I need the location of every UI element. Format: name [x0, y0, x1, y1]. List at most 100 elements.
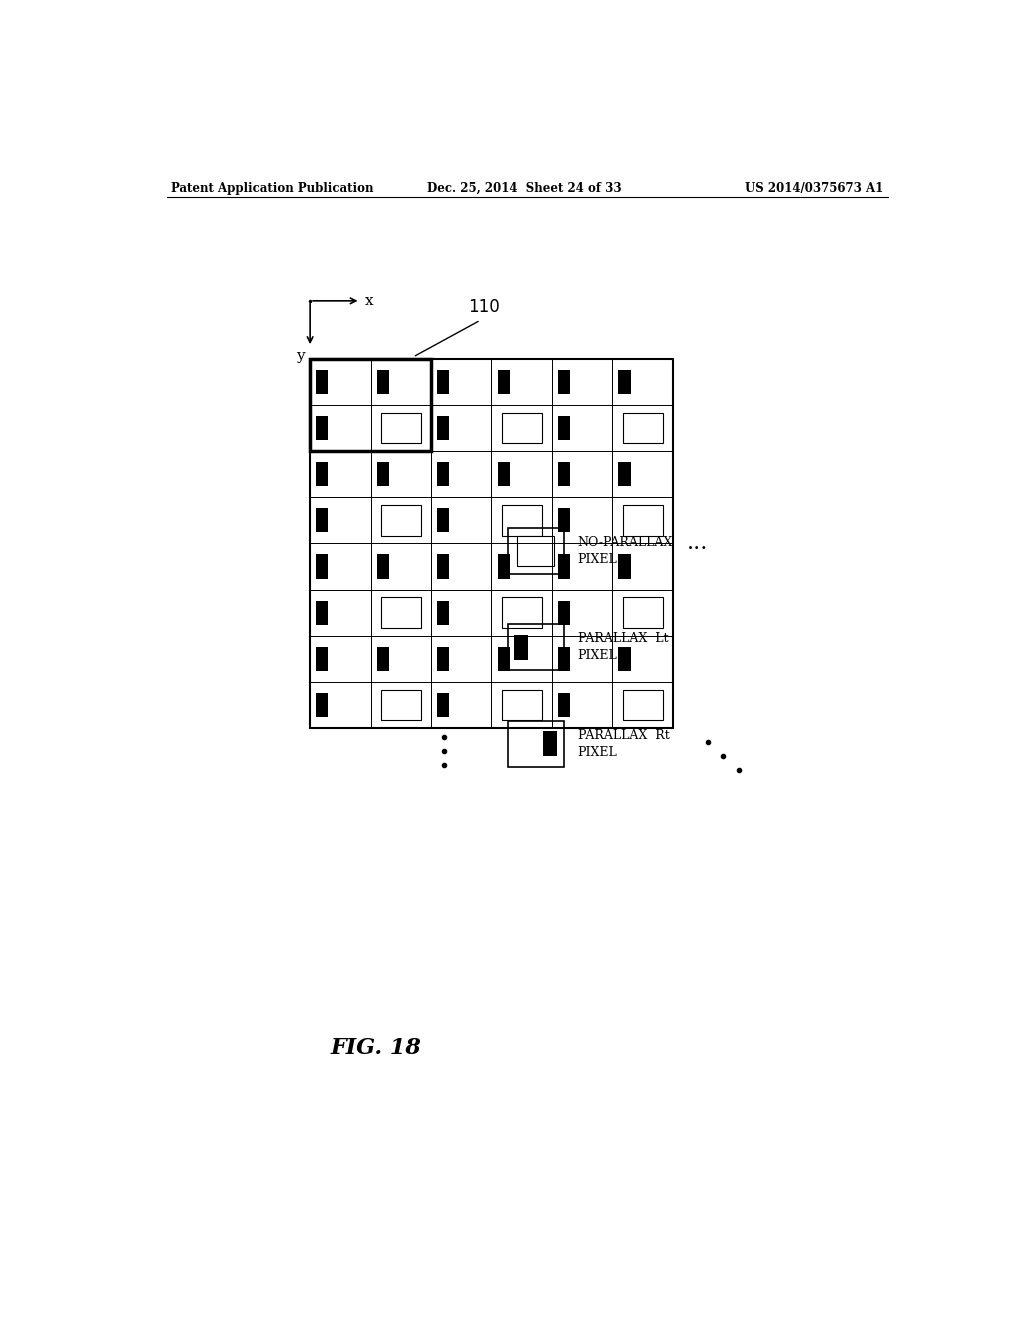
Bar [502, 506, 542, 536]
Bar [623, 690, 663, 721]
Bar [310, 544, 371, 590]
Bar [371, 636, 431, 682]
Bar [310, 359, 673, 729]
Bar [552, 498, 612, 544]
Bar [316, 601, 329, 624]
Bar [612, 451, 673, 498]
Bar [310, 359, 431, 451]
Bar [431, 682, 492, 729]
Bar [381, 506, 421, 536]
Bar [316, 554, 329, 578]
Bar [431, 405, 492, 451]
Bar [502, 413, 542, 444]
Bar [508, 528, 563, 574]
Text: NO-PARALLAX
PIXEL: NO-PARALLAX PIXEL [578, 536, 673, 566]
Bar [552, 590, 612, 636]
Bar [492, 636, 552, 682]
Bar [310, 590, 371, 636]
Bar [492, 405, 552, 451]
Bar [508, 624, 563, 671]
Bar [623, 506, 663, 536]
Bar [552, 544, 612, 590]
Bar [431, 636, 492, 682]
Text: Patent Application Publication: Patent Application Publication [171, 182, 373, 194]
Bar [431, 405, 492, 451]
Bar [437, 416, 450, 440]
Bar [492, 359, 552, 405]
Bar [371, 405, 431, 451]
Bar [377, 647, 389, 671]
Text: Dec. 25, 2014  Sheet 24 of 33: Dec. 25, 2014 Sheet 24 of 33 [427, 182, 623, 194]
Bar [552, 636, 612, 682]
Bar [618, 370, 631, 393]
Bar [431, 544, 492, 590]
Bar [381, 690, 421, 721]
Bar [508, 528, 563, 574]
Bar [371, 498, 431, 544]
Bar [431, 359, 492, 405]
Bar [381, 413, 421, 444]
Bar [492, 544, 552, 590]
Bar [431, 451, 492, 498]
Bar [431, 590, 492, 636]
Bar [437, 370, 450, 393]
Bar [612, 359, 673, 405]
Text: PARALLAX  Rt
PIXEL: PARALLAX Rt PIXEL [578, 729, 670, 759]
Bar [437, 693, 450, 717]
Bar [498, 647, 510, 671]
Bar [612, 682, 673, 729]
Text: y: y [296, 350, 305, 363]
Bar [381, 598, 421, 628]
Bar [310, 544, 371, 590]
Bar [612, 498, 673, 544]
Bar [310, 590, 371, 636]
Bar [612, 590, 673, 636]
Bar [552, 405, 612, 451]
Bar [371, 544, 431, 590]
Bar [618, 462, 631, 486]
Bar [310, 636, 371, 682]
Bar [612, 636, 673, 682]
Bar [508, 721, 563, 767]
Bar [431, 451, 492, 498]
Bar [558, 370, 570, 393]
Text: ...: ... [687, 532, 709, 554]
Bar [316, 693, 329, 717]
Text: x: x [365, 294, 373, 308]
Bar [437, 508, 450, 532]
Bar [498, 462, 510, 486]
Bar [431, 498, 492, 544]
Bar [371, 682, 431, 729]
Bar [431, 590, 492, 636]
Bar [492, 544, 552, 590]
Bar [492, 682, 552, 729]
Bar [310, 451, 371, 498]
Text: 110: 110 [469, 298, 501, 317]
Bar [310, 498, 371, 544]
Bar [310, 451, 371, 498]
Bar [612, 405, 673, 451]
Bar [612, 498, 673, 544]
Bar [492, 359, 552, 405]
Bar [437, 601, 450, 624]
Bar [492, 451, 552, 498]
Bar [492, 590, 552, 636]
Bar [552, 359, 612, 405]
Bar [437, 462, 450, 486]
Bar [310, 359, 371, 405]
Bar [431, 498, 492, 544]
Bar [502, 690, 542, 721]
Bar [502, 598, 542, 628]
Bar [371, 451, 431, 498]
Bar [498, 554, 510, 578]
Bar [612, 636, 673, 682]
Bar [431, 544, 492, 590]
Text: PARALLAX  Lt
PIXEL: PARALLAX Lt PIXEL [578, 632, 668, 663]
Bar [316, 508, 329, 532]
Bar [492, 682, 552, 729]
Bar [618, 554, 631, 578]
Bar [508, 721, 563, 767]
Bar [492, 498, 552, 544]
Bar [558, 508, 570, 532]
Bar [437, 647, 450, 671]
